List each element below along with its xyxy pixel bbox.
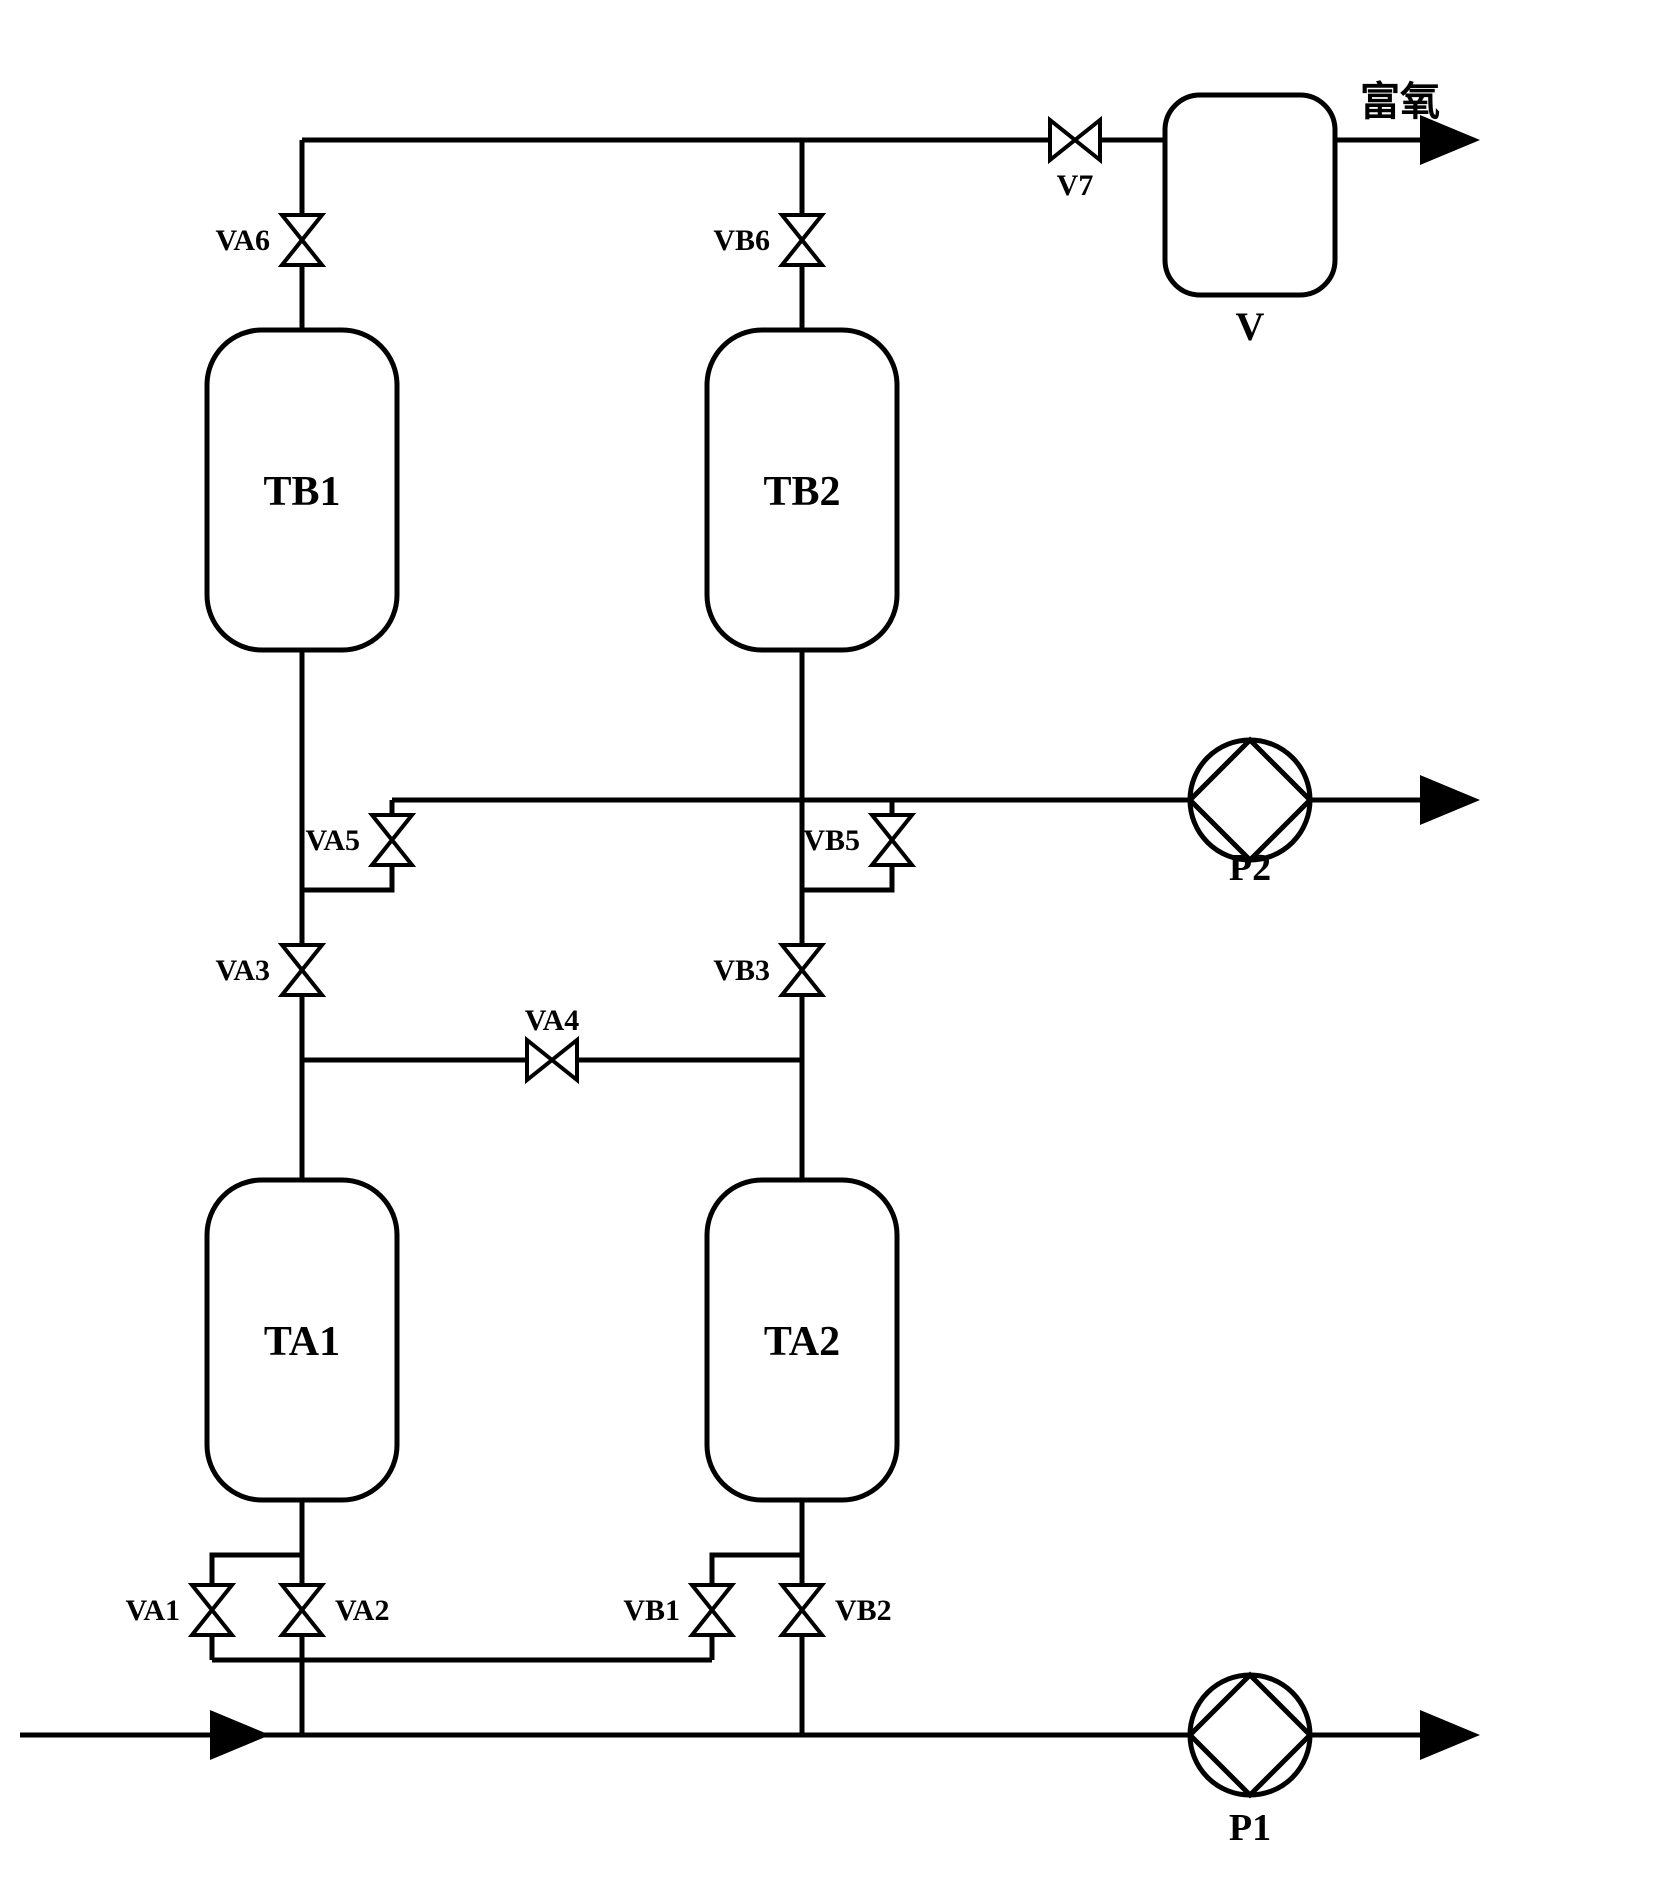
valve-V7: [1050, 120, 1100, 160]
label-VA4: VA4: [525, 1004, 579, 1037]
valve-VA3: [282, 945, 322, 995]
label-VB6: VB6: [713, 224, 770, 257]
valve-VB5: [872, 815, 912, 865]
vessel-V: [1165, 95, 1335, 295]
label-TA2: TA2: [764, 1319, 840, 1365]
valve-VA1: [192, 1585, 232, 1635]
label-TB2: TB2: [763, 469, 840, 515]
label-V: V: [1236, 304, 1265, 349]
process-flow-diagram: TB1 TB2 TA1 TA2 V P2 P1 VA6 VB6 V7 VA5 V…: [0, 0, 1654, 1880]
label-TB1: TB1: [263, 469, 340, 515]
label-VA5: VA5: [306, 824, 360, 857]
label-VB2: VB2: [835, 1594, 892, 1627]
label-VB5: VB5: [803, 824, 860, 857]
valve-VB3: [782, 945, 822, 995]
valve-VA4: [527, 1040, 577, 1080]
label-VA6: VA6: [216, 224, 270, 257]
label-VA2: VA2: [335, 1594, 389, 1627]
valve-VB1: [692, 1585, 732, 1635]
valve-VA5: [372, 815, 412, 865]
label-VA3: VA3: [216, 954, 270, 987]
label-VB1: VB1: [623, 1594, 680, 1627]
valve-VB6: [782, 215, 822, 265]
label-VB3: VB3: [713, 954, 770, 987]
pump-P2: [1190, 740, 1310, 860]
valve-VA6: [282, 215, 322, 265]
piping: [20, 140, 1190, 1735]
valve-VA2: [282, 1585, 322, 1635]
pump-P1: [1190, 1675, 1310, 1795]
label-P2: P2: [1229, 847, 1271, 889]
label-output: 富氧: [1360, 79, 1440, 124]
label-TA1: TA1: [264, 1319, 340, 1365]
label-V7: V7: [1057, 169, 1094, 202]
pumps: [1190, 740, 1310, 1795]
valve-VB2: [782, 1585, 822, 1635]
label-P1: P1: [1229, 1807, 1271, 1849]
label-VA1: VA1: [126, 1594, 180, 1627]
